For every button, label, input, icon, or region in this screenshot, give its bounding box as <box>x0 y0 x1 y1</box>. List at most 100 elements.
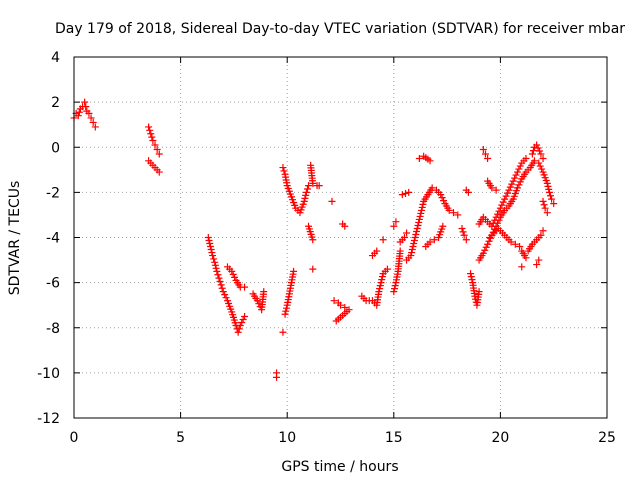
y-tick-label: -2 <box>46 185 60 201</box>
data-point-marker <box>459 228 467 236</box>
data-point-marker <box>535 147 543 155</box>
data-point-marker <box>438 194 446 202</box>
data-point-marker <box>279 328 287 336</box>
y-tick-label: 2 <box>51 95 60 111</box>
data-point-marker <box>412 230 420 238</box>
data-point-marker <box>543 209 551 217</box>
data-point-marker <box>535 256 543 264</box>
data-points-layer <box>70 98 558 381</box>
y-tick-label: 4 <box>51 50 60 66</box>
data-point-marker <box>539 197 547 205</box>
data-point-marker <box>479 249 487 257</box>
data-point-marker <box>241 283 249 291</box>
data-point-marker <box>405 188 413 196</box>
data-point-marker <box>155 168 163 176</box>
data-point-marker <box>378 273 386 281</box>
data-point-marker <box>535 159 543 167</box>
data-point-marker <box>411 234 419 241</box>
data-point-marker <box>391 282 399 290</box>
data-point-marker <box>464 188 472 196</box>
data-point-marker <box>545 185 553 193</box>
data-point-marker <box>211 261 219 269</box>
data-point-marker <box>391 285 399 293</box>
data-point-marker <box>492 186 500 194</box>
data-point-marker <box>91 123 99 131</box>
data-point-marker <box>204 234 212 241</box>
data-point-marker <box>467 270 475 278</box>
data-point-marker <box>516 162 524 170</box>
data-point-marker <box>206 243 214 251</box>
y-axis-label: SDTVAR / TECUs <box>7 181 23 296</box>
data-point-marker <box>516 178 524 186</box>
data-point-marker <box>408 246 416 254</box>
data-point-marker <box>467 273 475 281</box>
data-point-marker <box>495 207 503 215</box>
data-point-marker <box>231 273 239 281</box>
data-point-marker <box>214 271 222 279</box>
data-point-marker <box>375 288 383 296</box>
data-point-marker <box>255 300 263 308</box>
data-point-marker <box>410 237 418 245</box>
data-point-marker <box>413 227 421 235</box>
data-point-marker <box>418 203 426 211</box>
data-point-marker <box>485 237 493 245</box>
data-point-marker <box>305 182 313 190</box>
data-point-marker <box>471 292 479 300</box>
data-point-marker <box>398 191 406 199</box>
data-point-marker <box>547 192 555 200</box>
data-point-marker <box>415 155 423 163</box>
data-point-marker <box>504 189 512 197</box>
data-point-marker <box>462 236 470 244</box>
data-point-marker <box>280 167 288 175</box>
data-point-marker <box>488 184 496 192</box>
data-point-marker <box>376 282 384 290</box>
data-point-marker <box>484 155 492 163</box>
data-point-marker <box>209 252 217 260</box>
data-point-marker <box>544 182 552 190</box>
data-point-marker <box>207 246 215 254</box>
data-point-marker <box>82 103 90 111</box>
data-point-marker <box>437 191 445 199</box>
data-point-marker <box>468 276 476 284</box>
data-point-marker <box>518 263 526 271</box>
data-point-marker <box>509 177 517 185</box>
data-point-marker <box>155 150 163 158</box>
data-point-marker <box>479 146 487 154</box>
data-point-marker <box>273 373 281 381</box>
data-point-marker <box>541 204 549 212</box>
data-point-marker <box>229 270 237 278</box>
data-point-marker <box>215 274 223 282</box>
data-point-marker <box>300 197 308 205</box>
data-point-marker <box>282 304 290 312</box>
data-point-marker <box>332 317 340 325</box>
data-point-marker <box>439 222 447 230</box>
data-point-marker <box>508 180 516 188</box>
data-point-marker <box>528 150 536 158</box>
x-tick-label: 25 <box>598 430 616 446</box>
data-point-marker <box>445 206 453 214</box>
data-point-marker <box>392 218 400 226</box>
data-point-marker <box>396 247 404 255</box>
data-point-marker <box>482 243 490 251</box>
data-point-marker <box>454 211 462 219</box>
data-point-marker <box>512 171 520 179</box>
y-tick-label: -4 <box>46 231 60 247</box>
data-point-marker <box>315 182 323 190</box>
data-point-marker <box>377 279 385 287</box>
data-point-marker <box>301 194 309 202</box>
data-point-marker <box>206 240 214 248</box>
data-point-marker <box>550 200 558 208</box>
data-point-marker <box>428 184 436 192</box>
data-point-marker <box>234 328 242 336</box>
data-point-marker <box>213 267 221 275</box>
data-point-marker <box>239 315 247 323</box>
data-point-marker <box>522 254 530 262</box>
data-point-marker <box>279 164 287 172</box>
data-point-marker <box>515 181 523 189</box>
data-point-marker <box>302 188 310 196</box>
data-point-marker <box>536 162 544 170</box>
data-point-marker <box>302 191 310 199</box>
x-axis-label: GPS time / hours <box>281 459 398 475</box>
data-point-marker <box>415 215 423 223</box>
